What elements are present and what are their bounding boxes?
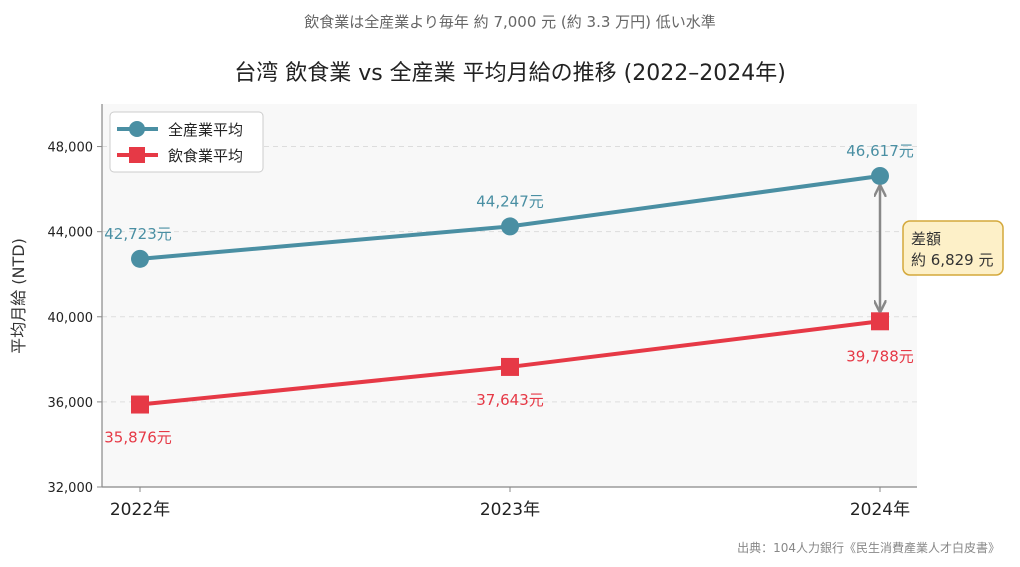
data-label: 42,723元 — [104, 225, 172, 243]
y-tick-label: 40,000 — [48, 311, 94, 326]
data-point — [871, 166, 889, 185]
x-tick-label: 2023年 — [480, 500, 540, 520]
data-point — [131, 395, 149, 414]
data-label: 46,617元 — [846, 142, 914, 160]
chart-subtitle: 飲食業は全産業より毎年 約 7,000 元 (約 3.3 万円) 低い水準 — [304, 13, 716, 31]
y-tick-label: 48,000 — [48, 141, 94, 156]
data-label: 44,247元 — [476, 192, 544, 210]
data-label: 37,643元 — [476, 391, 544, 409]
x-axis: 2022年 2023年 2024年 — [110, 487, 910, 520]
data-point — [501, 217, 519, 236]
gap-value: 約 6,829 元 — [911, 251, 993, 269]
legend-label-food: 飲食業平均 — [168, 147, 243, 165]
gap-annotation: 差額 約 6,829 元 — [880, 186, 1004, 311]
x-tick-label: 2024年 — [850, 500, 910, 520]
y-axis-label: 平均月給 (NTD) — [9, 238, 28, 354]
source-note: 出典：104人力銀行《民生消費產業人才白皮書》 — [737, 540, 1000, 555]
legend-label-all: 全産業平均 — [168, 121, 243, 139]
x-tick-label: 2022年 — [110, 500, 170, 520]
data-point — [871, 312, 889, 331]
y-axis: 32,000 36,000 40,000 44,000 48,000 — [48, 141, 102, 496]
legend: 全産業平均 飲食業平均 — [109, 111, 264, 173]
data-point — [131, 249, 149, 268]
legend-marker-square — [129, 147, 145, 163]
gap-label: 差額 — [911, 230, 941, 248]
legend-marker-circle — [129, 121, 145, 137]
series-0: 42,723元 44,247元 46,617元 — [104, 142, 914, 268]
y-tick-label: 44,000 — [48, 226, 94, 241]
data-point — [501, 357, 519, 376]
y-tick-label: 32,000 — [48, 481, 94, 496]
y-tick-label: 36,000 — [48, 396, 94, 411]
chart-title: 台湾 飲食業 vs 全産業 平均月給の推移 (2022–2024年) — [234, 61, 786, 86]
data-label: 39,788元 — [846, 347, 914, 365]
series-1: 35,876元 37,643元 39,788元 — [104, 312, 914, 447]
data-label: 35,876元 — [104, 429, 172, 447]
gap-box — [902, 220, 1004, 276]
